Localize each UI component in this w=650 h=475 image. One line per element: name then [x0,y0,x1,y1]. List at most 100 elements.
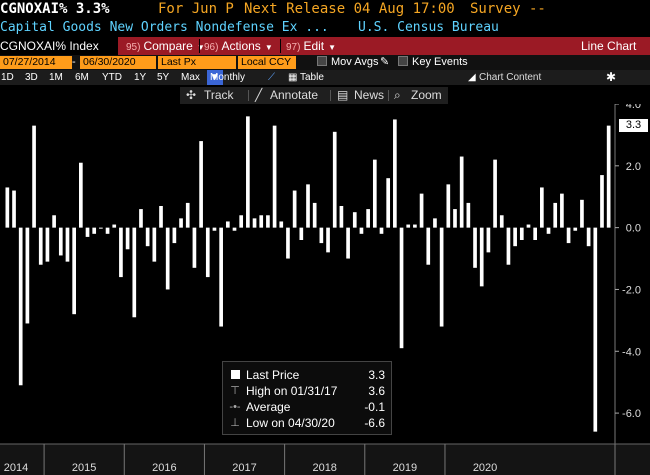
bar [526,224,531,228]
line-chart-icon[interactable]: ⟋ [268,72,275,83]
news-button[interactable]: News [354,88,385,102]
x-tick-label: 2020 [473,462,497,474]
view-title: Line Chart [581,39,637,53]
bar [386,178,391,228]
x-tick-label: 2017 [232,462,256,474]
bar [78,162,83,228]
y-tick-label: -4.0 [622,346,641,358]
bar [473,227,477,268]
bar [152,227,157,262]
bar [252,218,257,228]
chart-content-button[interactable]: Chart Content [479,72,542,83]
chevron-down-icon: ▼ [328,43,337,52]
legend-high: ⊤ High on 01/31/17 3.6 [230,384,385,398]
bar [292,190,297,228]
bar [139,209,143,228]
bar [272,125,277,228]
bar [239,215,244,228]
frequency-select[interactable]: Monthly ▼ [207,70,245,85]
bar [580,199,584,228]
bar [453,209,457,228]
end-date-field[interactable]: 06/30/2020 [80,56,156,69]
bar [199,141,203,228]
field-select[interactable]: Last Px [158,56,236,69]
bar [319,227,324,244]
checkbox-icon [398,56,408,66]
start-date-field[interactable]: 07/27/2014 [0,56,72,69]
bar [560,193,564,228]
bar [99,227,103,229]
bar [286,227,290,259]
bar [192,227,197,268]
x-axis-band [0,444,650,475]
annotate-button[interactable]: Annotate [270,88,319,102]
bar [185,202,190,228]
bar [540,187,544,228]
bar [312,202,317,228]
description-row: Capital Goods New Orders Nondefense Ex .… [0,19,650,37]
table-button[interactable]: Table [300,72,324,83]
bar [18,227,23,386]
bar [426,227,431,265]
bar [466,202,471,228]
bar [38,227,43,265]
gear-icon[interactable]: ✱ [606,70,617,84]
bar [533,227,538,240]
key-events-toggle[interactable]: Key Events [398,55,468,70]
index-field[interactable]: CGNOXAI% Index [0,37,118,55]
period-label: For Jun P [158,1,234,17]
chart-legend[interactable]: Last Price 3.3 ⊤ High on 01/31/17 3.6 -•… [222,361,392,435]
bar [586,227,591,247]
bar [506,227,511,265]
zoom-button[interactable]: Zoom [411,88,442,102]
period-max[interactable]: Max [181,72,200,83]
last-value-tag: 3.3 [619,119,648,132]
security-header: CGNOXAI% 3.3% For Jun P Next Release 04 … [0,0,650,19]
x-tick-label: 2014 [4,462,28,474]
bar [352,212,357,228]
pencil-icon[interactable]: ✎ [380,56,390,68]
edit-button[interactable]: 97) Edit ▼ [286,39,337,53]
bar [165,227,170,290]
bar-chart[interactable]: 4.0 2.0 0.0 -2.0 -4.0 -6.0 2014 2015 2016 2017 201… [0,104,650,475]
bar [372,159,377,228]
bar [85,227,90,237]
bar [232,227,237,231]
period-5y[interactable]: 5Y [157,72,170,83]
x-tick-label: 2018 [312,462,336,474]
bar [299,227,304,240]
period-ytd[interactable]: YTD [102,72,122,83]
bar [145,227,150,247]
period-1d[interactable]: 1D [1,72,14,83]
bar [479,227,484,287]
period-1y[interactable]: 1Y [134,72,147,83]
bar [519,227,524,240]
bar [52,215,56,228]
compare-button[interactable]: 95) Compare ▼ [126,39,205,53]
mov-avgs-toggle[interactable]: Mov Avgs [317,55,379,70]
track-button[interactable]: Track [204,88,234,102]
period-3d[interactable]: 3D [25,72,38,83]
bar [459,156,464,228]
period-6m[interactable]: 6M [75,72,89,83]
bar [72,227,76,315]
bar [132,227,137,318]
bar [513,227,517,247]
bar [125,227,130,250]
bar [546,227,551,234]
bar [446,184,451,228]
actions-button[interactable]: 96) Actions ▼ [204,39,273,53]
bar [339,206,344,228]
bar [5,187,10,228]
table-icon[interactable]: ▦ [288,72,298,83]
bar [306,184,310,228]
bar [12,190,16,228]
bar [259,215,264,228]
main-toolbar: CGNOXAI% Index 95) Compare ▼ 96) Actions ▼ 9… [0,37,650,55]
period-1m[interactable]: 1M [49,72,63,83]
bar [600,175,604,228]
currency-select[interactable]: Local CCY [238,56,296,69]
bar [573,227,578,231]
bar [58,227,63,256]
swatch-icon [231,370,240,379]
